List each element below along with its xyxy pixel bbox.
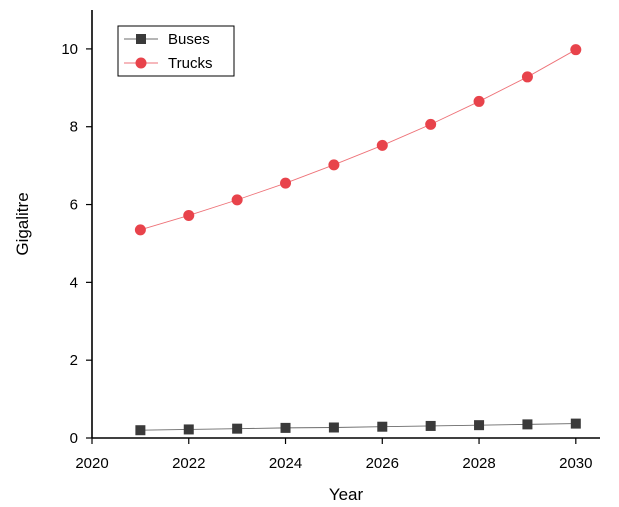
y-tick-label: 8 [70,119,78,136]
data-point [474,420,485,431]
data-point [328,159,340,171]
data-point [425,420,436,431]
x-tick-label: 2024 [269,455,302,472]
data-point [570,418,581,429]
data-point [135,425,146,436]
data-point [376,139,388,151]
y-axis-title: Gigalitre [13,192,32,255]
y-tick-label: 0 [70,430,78,447]
data-point [280,177,292,189]
legend-item: Buses [124,31,210,48]
legend: Buses Trucks [117,25,235,77]
data-point [231,194,243,206]
x-axis-title: Year [329,485,364,504]
data-point [134,224,146,236]
data-point [377,421,388,432]
data-point [183,209,195,221]
legend-label: Buses [168,31,210,48]
series-buses [135,418,581,436]
legend-square-marker [136,34,146,44]
data-point [328,422,339,433]
data-point [183,424,194,435]
series-trucks [134,44,582,236]
data-point [280,422,291,433]
data-point [473,95,485,107]
data-point [521,71,533,83]
x-tick-label: 2020 [75,455,108,472]
legend-item: Trucks [124,55,212,72]
y-tick-label: 6 [70,197,78,214]
legend-label: Trucks [168,55,212,72]
y-tick-label: 2 [70,352,78,369]
y-tick-label: 10 [61,41,78,58]
data-point [425,118,437,130]
axes: 0 2 4 6 8 10 2020 2022 2024 2026 2028 2030 [61,10,600,472]
series-layer [134,44,582,436]
x-tick-label: 2030 [559,455,592,472]
data-point [570,44,582,56]
data-point [232,423,243,434]
legend-circle-marker [135,57,147,69]
x-tick-label: 2028 [462,455,495,472]
x-tick-label: 2026 [366,455,399,472]
y-tick-label: 4 [70,274,78,291]
series-line [140,423,576,431]
data-point [522,419,533,430]
x-tick-label: 2022 [172,455,205,472]
series-line [140,49,577,231]
